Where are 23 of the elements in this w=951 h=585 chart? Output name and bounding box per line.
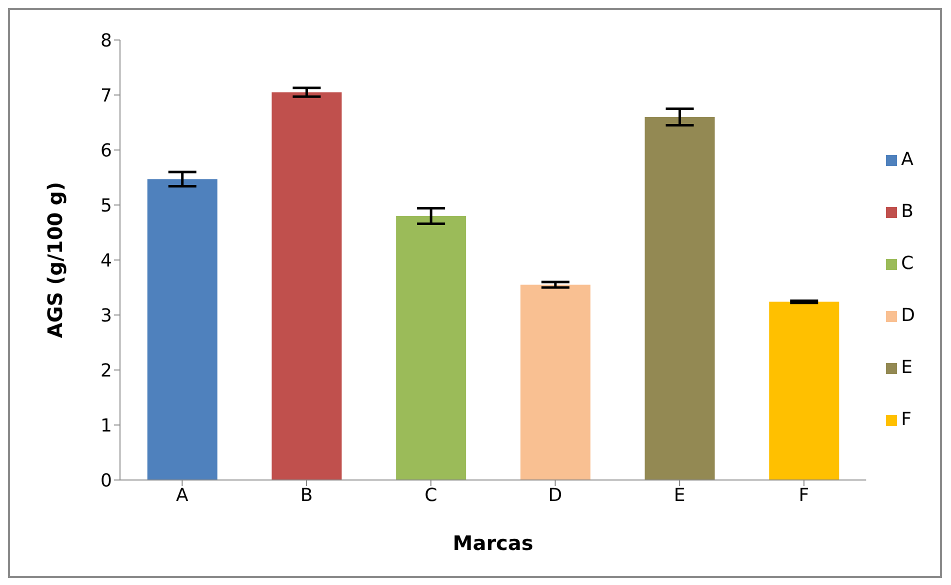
legend-label: B: [901, 201, 914, 222]
legend-label: F: [901, 409, 912, 430]
x-tick-label: A: [176, 484, 190, 506]
legend-label: A: [901, 149, 914, 170]
x-tick-label: B: [300, 484, 313, 506]
y-tick-label: 1: [100, 415, 112, 436]
y-tick-label: 7: [100, 85, 112, 106]
legend-label: E: [901, 357, 912, 378]
y-tick-label: 6: [100, 140, 112, 162]
legend-label: C: [901, 253, 914, 274]
x-tick-label: F: [798, 484, 810, 506]
y-tick-label: 2: [100, 360, 112, 382]
x-tick-label: C: [424, 484, 438, 506]
y-tick-label: 5: [100, 195, 112, 216]
legend-label: D: [901, 305, 915, 326]
y-tick-label: 0: [100, 470, 112, 492]
y-tick-label: 3: [100, 305, 112, 326]
x-tick-label: E: [674, 484, 686, 506]
y-tick-label: 8: [100, 30, 112, 52]
x-axis-title: Marcas: [452, 531, 534, 555]
y-axis-title: AGS (g/100 g): [43, 182, 68, 338]
y-tick-label: 4: [100, 250, 112, 272]
x-tick-label: D: [548, 484, 562, 506]
